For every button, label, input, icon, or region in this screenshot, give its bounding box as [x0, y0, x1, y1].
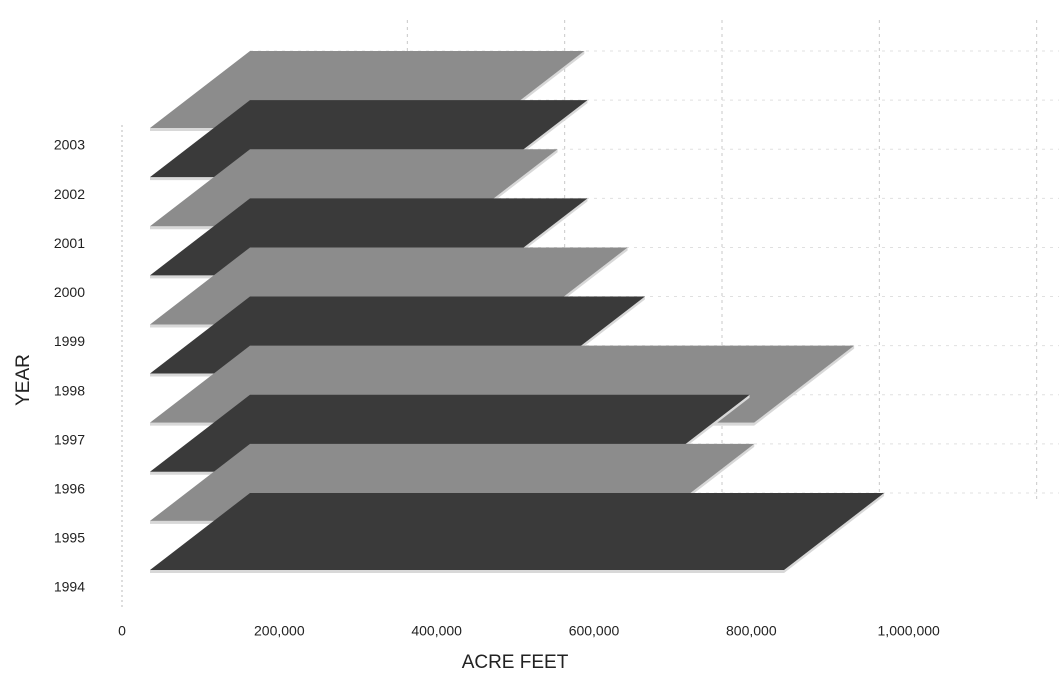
x-tick-label: 200,000	[254, 623, 305, 639]
y-tick-label: 2002	[54, 186, 85, 202]
x-tick-label: 0	[118, 623, 126, 639]
y-tick-label: 2001	[54, 235, 85, 251]
y-tick-label: 1999	[54, 333, 85, 349]
y-tick-label: 1994	[54, 579, 85, 595]
x-tick-label: 600,000	[569, 623, 620, 639]
x-tick-label: 1,000,000	[878, 623, 940, 639]
y-tick-label: 2000	[54, 284, 85, 300]
y-tick-label: 1998	[54, 382, 85, 398]
y-tick-label: 1996	[54, 480, 85, 496]
x-tick-label: 800,000	[726, 623, 777, 639]
bar	[150, 493, 885, 570]
y-axis-title: YEAR	[13, 354, 34, 406]
x-tick-label: 400,000	[411, 623, 462, 639]
y-tick-label: 1997	[54, 431, 85, 447]
y-tick-label: 1995	[54, 530, 85, 546]
x-axis-title: ACRE FEET	[462, 652, 569, 673]
y-tick-label: 2003	[54, 137, 85, 153]
